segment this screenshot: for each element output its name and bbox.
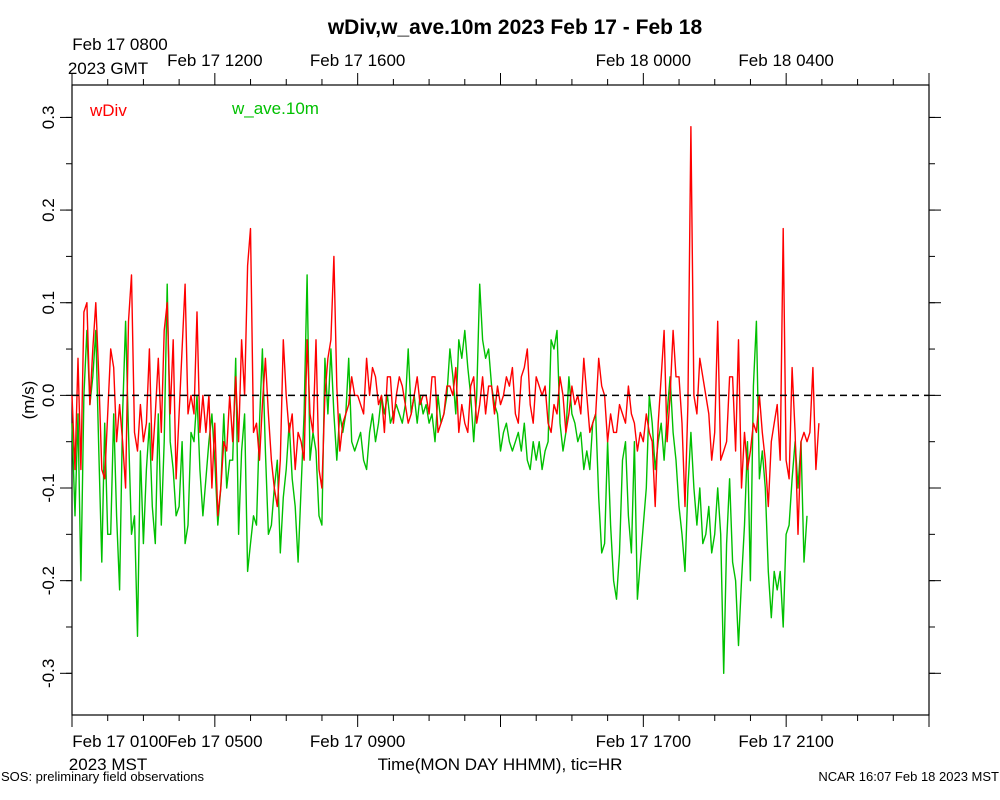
x-tick-label-bottom: Feb 17 0500: [167, 732, 262, 751]
axis-ticks: Feb 17 0500 Feb 17 1200 Feb 17 0900 Feb 17 …: [39, 51, 941, 751]
x-tick-label-top: Feb 18 0400: [738, 51, 833, 70]
bottom-zone-label-line2: 2023 MST: [69, 755, 147, 774]
top-zone-label-line1: Feb 17 0800: [72, 35, 167, 54]
y-axis-title: (m/s): [19, 381, 38, 420]
x-tick-label-bottom: Feb 17 1700: [596, 732, 691, 751]
top-zone-label-line2: 2023 GMT: [68, 59, 148, 78]
series-line-wdiv: [71, 125, 820, 535]
bottom-zone-label-line1: Feb 17 0100: [72, 732, 167, 751]
series-line-w-ave-10m: [71, 274, 808, 674]
plot-frame: [71, 84, 930, 716]
legend-wdiv: wDiv: [89, 101, 127, 120]
y-tick-label: 0.3: [39, 106, 58, 130]
x-axis-title: Time(MON DAY HHMM), tic=HR: [378, 755, 623, 774]
x-tick-label-top: Feb 17 1200: [167, 51, 262, 70]
legend-w-ave-10m: w_ave.10m: [231, 99, 319, 118]
x-tick-label-bottom: Feb 17 2100: [738, 732, 833, 751]
y-tick-label: 0.0: [39, 384, 58, 408]
y-tick-label: -0.2: [39, 566, 58, 595]
footer-left: SOS: preliminary field observations: [1, 769, 205, 784]
y-tick-label: 0.2: [39, 198, 58, 222]
series-layer: [71, 125, 929, 674]
y-tick-label: 0.1: [39, 291, 58, 315]
x-tick-label-top: Feb 17 1600: [310, 51, 405, 70]
x-tick-label-bottom: Feb 17 0900: [310, 732, 405, 751]
y-tick-label: -0.3: [39, 659, 58, 688]
chart-title: wDiv,w_ave.10m 2023 Feb 17 - Feb 18: [327, 16, 703, 39]
footer-right: NCAR 16:07 Feb 18 2023 MST: [818, 769, 999, 784]
y-tick-label: -0.1: [39, 473, 58, 502]
x-tick-label-top: Feb 18 0000: [596, 51, 691, 70]
